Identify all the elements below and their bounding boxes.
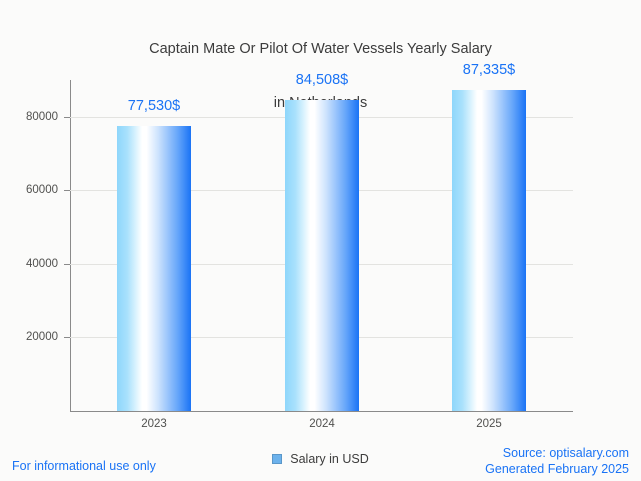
disclaimer-text: For informational use only — [12, 459, 156, 473]
legend-swatch-icon — [272, 454, 283, 464]
y-tick-mark — [64, 264, 70, 265]
x-tick-label: 2023 — [141, 418, 167, 430]
generated-text: Generated February 2025 — [485, 462, 629, 476]
y-tick-mark — [64, 117, 70, 118]
y-tick-label: 40000 — [26, 258, 58, 270]
bar[interactable] — [452, 90, 526, 411]
y-tick-label: 60000 — [26, 184, 58, 196]
legend-item-label: Salary in USD — [290, 452, 369, 466]
plot-area — [70, 80, 573, 411]
bar-value-label: 84,508$ — [295, 72, 349, 88]
y-tick-mark — [64, 337, 70, 338]
y-tick-mark — [64, 190, 70, 191]
bar-value-label: 77,530$ — [127, 98, 181, 114]
chart-title-line-1: Captain Mate Or Pilot Of Water Vessels Y… — [149, 41, 492, 57]
bar[interactable] — [285, 100, 359, 411]
y-tick-label: 80000 — [26, 111, 58, 123]
source-block: Source: optisalary.com Generated Februar… — [485, 445, 629, 477]
x-tick-label: 2025 — [476, 418, 502, 430]
bar[interactable] — [117, 126, 191, 411]
x-axis-line — [70, 411, 573, 412]
y-axis-line — [70, 80, 71, 412]
x-tick-label: 2024 — [309, 418, 335, 430]
source-text: Source: optisalary.com — [502, 446, 629, 460]
bar-value-label: 87,335$ — [462, 62, 516, 78]
chart-legend: Salary in USD — [0, 452, 641, 466]
y-tick-label: 20000 — [26, 331, 58, 343]
